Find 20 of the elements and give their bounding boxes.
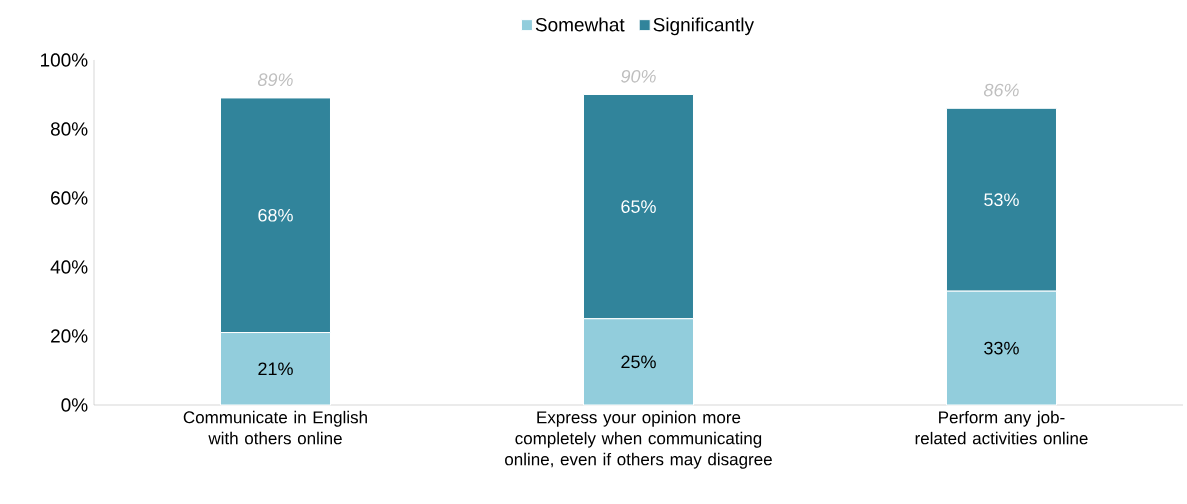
x-tick-label: Express your opinion more completely when communicating online, even if others may disagree — [505, 410, 772, 469]
legend-label: Significantly — [653, 17, 755, 36]
data-label: 68% — [258, 208, 293, 222]
data-label: 25% — [621, 355, 656, 369]
y-tick-label: 0% — [61, 398, 88, 412]
total-label: 89% — [257, 73, 293, 87]
y-tick-label: 20% — [51, 329, 88, 343]
total-label: 86% — [983, 83, 1019, 97]
data-label: 65% — [621, 200, 656, 213]
x-tick-label: Perform any job-related activities online — [915, 410, 1088, 445]
x-tick-label: Communicate in English with others online — [183, 410, 367, 445]
data-label: 21% — [258, 362, 293, 376]
y-tick-label: 60% — [51, 191, 88, 205]
total-label: 90% — [621, 69, 656, 83]
data-label: 33% — [984, 341, 1019, 355]
data-label: 53% — [984, 193, 1019, 207]
y-tick-label: 100% — [40, 53, 88, 67]
y-tick-label: 80% — [50, 122, 88, 136]
y-tick-label: 40% — [50, 260, 88, 274]
legend-label: Somewhat — [535, 17, 625, 32]
